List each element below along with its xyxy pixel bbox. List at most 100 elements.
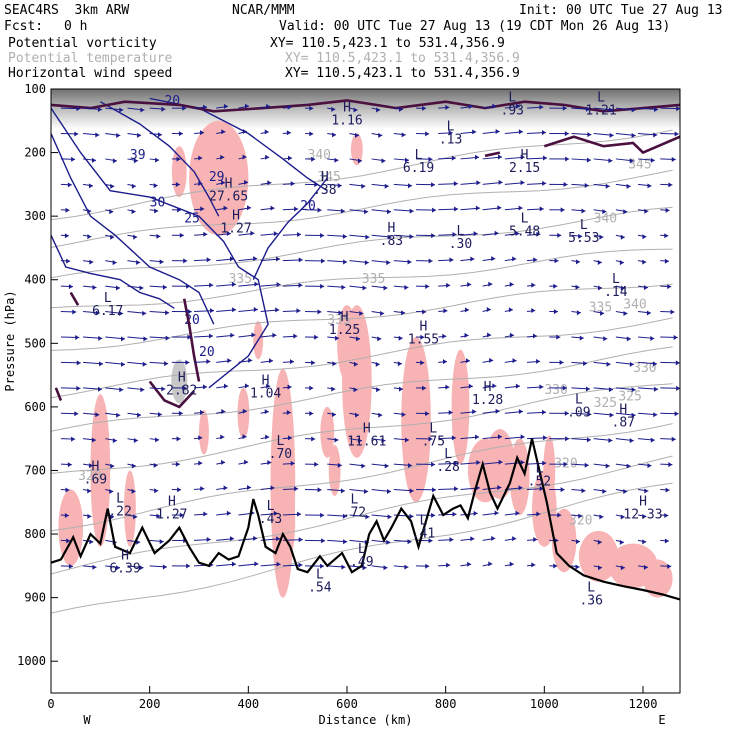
wind-vector-head <box>353 387 358 393</box>
wind-vector-head <box>449 537 454 543</box>
wind-speed-contour-label: 20 <box>199 345 215 360</box>
wind-vector-head <box>431 182 436 188</box>
extremum-letter: L <box>587 580 595 595</box>
wind-vector-head <box>74 411 79 417</box>
wind-vector-head <box>653 132 658 138</box>
wind-vector-head <box>533 257 538 263</box>
wind-vector-head <box>64 233 69 239</box>
wind-vector-head <box>270 485 275 491</box>
wind-vector-head <box>156 513 161 519</box>
wind-vector-head <box>608 107 613 113</box>
wind-vector-head <box>494 230 499 236</box>
wind-vector-head <box>664 538 669 544</box>
wind-vector-head <box>494 510 499 516</box>
wind-vector-head <box>142 310 147 316</box>
wind-vector-head <box>179 512 184 518</box>
wind-vector-head <box>275 307 280 313</box>
wind-vector-head <box>631 387 636 393</box>
wind-vector-head <box>520 154 525 160</box>
wind-vector-head <box>553 563 558 569</box>
wind-vector-head <box>654 107 659 113</box>
wind-vector-head <box>498 459 503 465</box>
extremum-letter: H <box>420 320 428 335</box>
wind-vector-head <box>543 155 548 161</box>
wind-vector-head <box>353 107 358 113</box>
wind-vector-head <box>405 437 410 443</box>
wind-vector-head <box>498 179 503 185</box>
wind-vector-head <box>337 462 342 468</box>
wind-vector-head <box>272 332 277 338</box>
wind-vector-head <box>276 281 281 287</box>
wind-vector-head <box>154 488 159 494</box>
wind-vector-head <box>405 157 410 163</box>
wind-vector-head <box>408 183 413 189</box>
wind-vector-head <box>492 383 497 389</box>
theta-contour-label: 345 <box>628 157 651 172</box>
wind-vector-head <box>397 361 402 367</box>
extremum-value: .70 <box>269 447 292 462</box>
wind-vector-head <box>673 334 678 340</box>
wind-vector-head <box>264 129 269 135</box>
wind-vector-head <box>539 486 544 492</box>
extremum-letter: H <box>262 374 270 389</box>
wind-vector-head <box>381 438 386 444</box>
wind-vector-head <box>338 310 343 316</box>
pv-contour-line <box>543 135 680 155</box>
wind-vector-head <box>76 106 81 112</box>
extremum-value: 11.61 <box>347 434 386 449</box>
wind-vector-head <box>230 536 235 542</box>
wind-vector-head <box>386 539 391 545</box>
wind-vector-head <box>200 206 205 212</box>
wind-vector-head <box>448 130 453 136</box>
theta-contour-label: 320 <box>78 469 101 484</box>
extremum-letter: H <box>321 170 329 185</box>
wind-vector-head <box>581 488 586 494</box>
wind-vector-head <box>297 511 302 517</box>
wind-vector-head <box>609 412 614 418</box>
extremum-letter: L <box>429 421 437 436</box>
wind-vector-head <box>203 384 208 390</box>
wind-vector-head <box>468 103 473 109</box>
wind-vector-head <box>110 514 115 520</box>
wind-vector-head <box>203 511 208 517</box>
wind-vector-head <box>266 383 271 389</box>
wind-vector-head <box>378 132 383 138</box>
wind-vector-head <box>247 205 252 211</box>
extremum-value: .36 <box>579 593 602 608</box>
wind-vector-head <box>575 284 580 290</box>
wind-vector-head <box>518 485 523 491</box>
wind-speed-contour-label: 30 <box>150 196 166 211</box>
west-label: W <box>83 713 91 727</box>
wind-vector-head <box>542 409 547 415</box>
wind-vector-head <box>87 513 92 519</box>
wind-vector-head <box>119 107 124 113</box>
wind-vector-head <box>452 511 457 517</box>
wind-vector-head <box>273 231 278 237</box>
wind-vector-head <box>475 205 480 211</box>
wind-vector-head <box>254 561 259 567</box>
wind-vector-head <box>254 281 259 287</box>
wind-vector-head <box>443 308 448 314</box>
wind-vector-head <box>533 333 538 339</box>
extremum-letter: L <box>597 91 605 106</box>
wind-vector-head <box>536 358 541 364</box>
extremum-letter: H <box>178 370 186 385</box>
wind-vector-head <box>387 209 392 215</box>
wind-vector-head <box>177 487 182 493</box>
wind-vector-head <box>576 539 581 545</box>
wind-vector-head <box>203 231 208 237</box>
wind-vector-head <box>508 307 513 313</box>
wind-vector-head <box>431 461 436 467</box>
wind-vector-head <box>133 234 138 240</box>
wind-vector-head <box>598 565 603 571</box>
wind-vector-head <box>409 234 414 240</box>
wind-vector-head <box>668 182 673 188</box>
wind-vector-head <box>603 336 608 342</box>
wind-vector-head <box>563 461 568 467</box>
wind-vector-head <box>287 384 292 390</box>
extremum-letter: H <box>387 221 395 236</box>
wind-vector-head <box>183 258 188 264</box>
wind-vector-head <box>119 310 124 316</box>
extrema-labels: H1.16L.93L1.21L.13L6.19H2.15H27.65H1.27H… <box>84 91 663 609</box>
wind-vector-head <box>520 459 525 465</box>
